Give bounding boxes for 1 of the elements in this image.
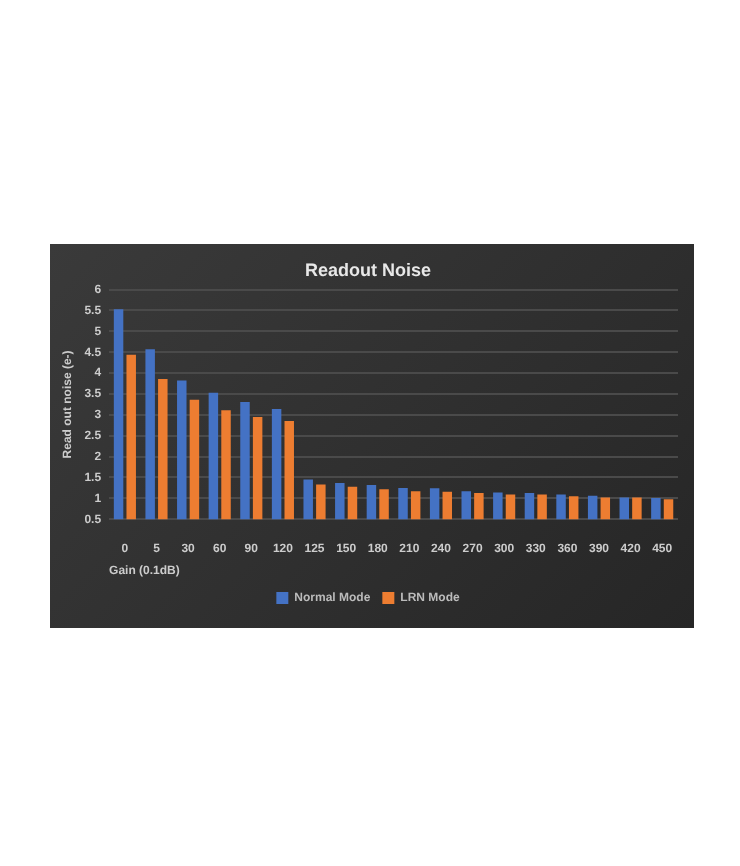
- chart-title: Readout Noise: [304, 259, 432, 280]
